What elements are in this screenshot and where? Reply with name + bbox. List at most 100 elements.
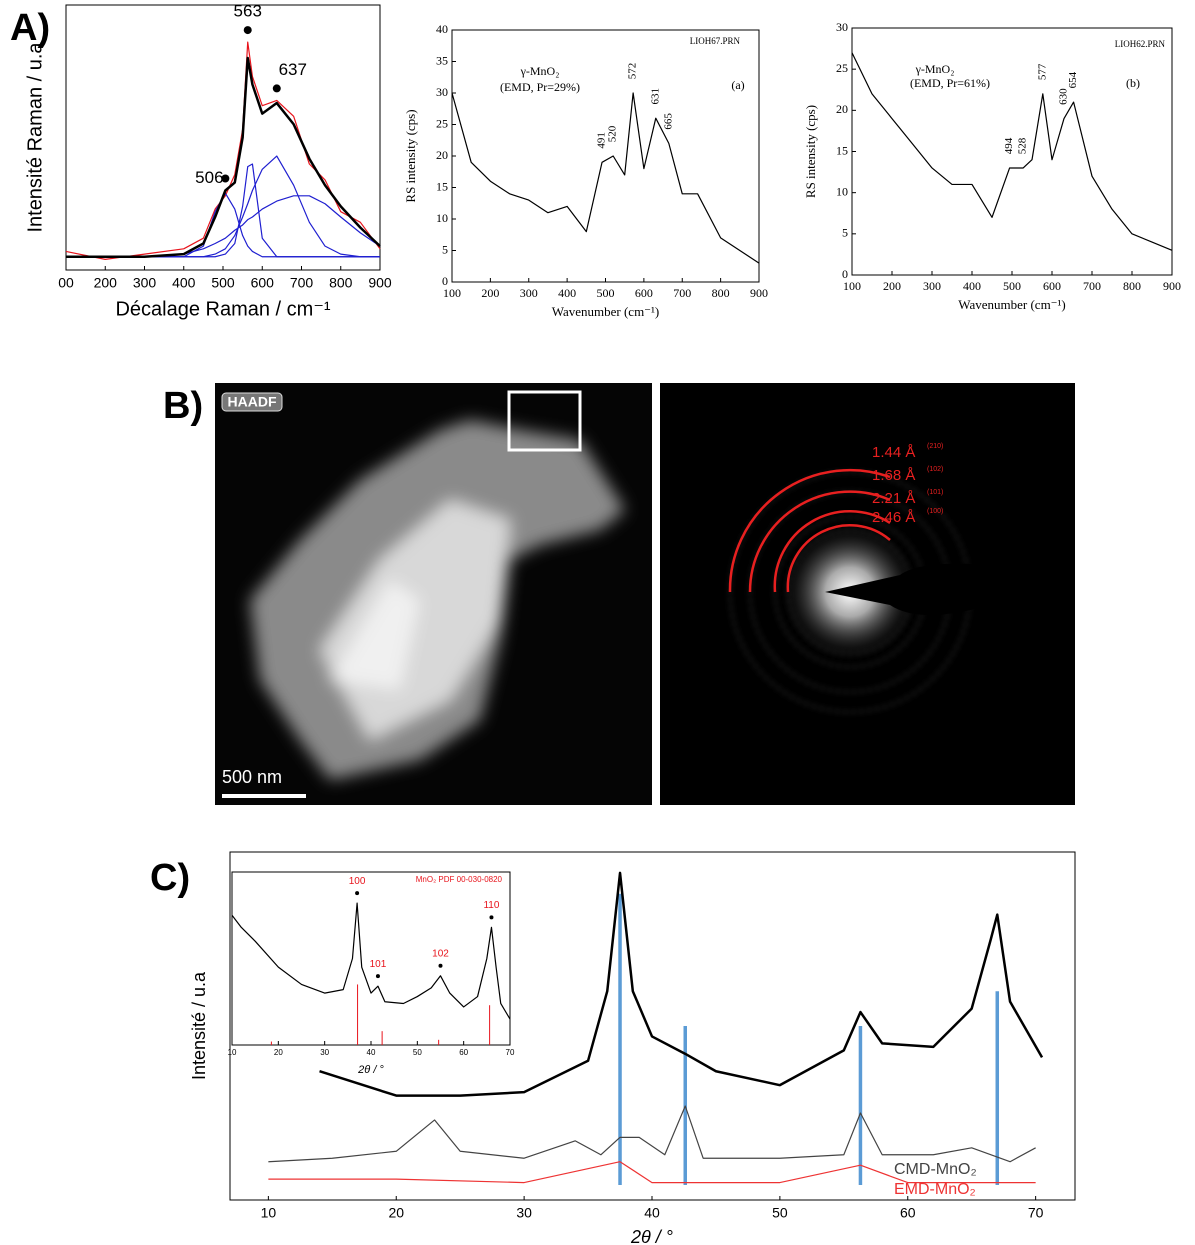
y-tick-label: 15 xyxy=(836,143,848,157)
x-tick-label: 300 xyxy=(133,275,157,291)
series-line xyxy=(66,195,381,258)
series-line xyxy=(268,1105,1036,1163)
peak-label: 506 xyxy=(195,168,223,187)
peak-label: 494 xyxy=(1003,137,1015,154)
series-line xyxy=(268,1161,1036,1184)
y-axis-label: RS intensity (cps) xyxy=(803,105,818,198)
note: (EMD, Pr=29%) xyxy=(500,80,580,94)
y-axis-label: Intensité Raman / u.a xyxy=(24,42,46,233)
x-tick-label: 300 xyxy=(520,286,538,300)
y-tick-label: 30 xyxy=(436,85,448,99)
x-tick-label: 200 xyxy=(94,275,118,291)
x-tick-label: 400 xyxy=(172,275,196,291)
note: γ-MnO₂ xyxy=(520,64,560,78)
x-axis-label: 2θ / ° xyxy=(630,1227,673,1245)
chart: 100 200 300 400 500 600 700 800 900 0 5 10 15 20 25 30 3… xyxy=(403,22,768,319)
x-axis-label: 2θ / ° xyxy=(357,1064,384,1076)
peak-label: 630 xyxy=(1058,88,1070,105)
panel-label: A) xyxy=(10,7,50,49)
hkl-label: (100) xyxy=(927,508,943,515)
y-tick-label: 0 xyxy=(842,267,848,281)
x-tick-label: 70 xyxy=(1028,1205,1044,1221)
y-axis-label: Intensité / u.a xyxy=(189,971,209,1080)
x-tick-label: 00 xyxy=(58,275,74,291)
x-tick-label: 10 xyxy=(261,1205,277,1221)
x-tick-label: 700 xyxy=(1083,279,1101,293)
chart: 10 20 30 40 50 60 70 2θ / ° MnO₂ PDF 00-030-0820… xyxy=(228,875,515,1076)
peak-label: 665 xyxy=(662,113,674,130)
peak-label: 563 xyxy=(234,2,262,21)
x-tick-label: 500 xyxy=(597,286,615,300)
hkl-label: (102) xyxy=(927,466,943,473)
y-tick-label: 25 xyxy=(836,61,848,75)
x-axis-label: Wavenumber (cm⁻¹) xyxy=(552,304,660,319)
x-axis-label: Wavenumber (cm⁻¹) xyxy=(958,297,1066,312)
legend-label: EMD-MnO₂ xyxy=(894,1181,976,1198)
x-tick-label: 900 xyxy=(750,286,768,300)
x-tick-label: 60 xyxy=(900,1205,916,1221)
note: (EMD, Pr=61%) xyxy=(910,76,990,90)
x-tick-label: 600 xyxy=(251,275,275,291)
series-line xyxy=(851,52,1173,251)
series-line xyxy=(66,56,381,258)
d-spacing-label: 2.21 Å xyxy=(872,490,915,507)
note: LIOH67.PRN xyxy=(690,36,741,46)
x-tick-label: 900 xyxy=(368,275,392,291)
y-axis-label: RS intensity (cps) xyxy=(403,109,418,202)
x-tick-label: 40 xyxy=(367,1048,376,1057)
peak-dot xyxy=(438,963,443,968)
chart-title: MnO₂ PDF 00-030-0820 xyxy=(416,875,503,884)
x-tick-label: 50 xyxy=(413,1048,422,1057)
x-tick-label: 700 xyxy=(290,275,314,291)
x-tick-label: 70 xyxy=(506,1048,515,1057)
x-tick-label: 800 xyxy=(712,286,730,300)
peak-dot xyxy=(272,84,281,93)
y-tick-label: 35 xyxy=(436,53,448,67)
note: γ-MnO₂ xyxy=(915,62,955,76)
series-line xyxy=(65,41,381,260)
x-tick-label: 800 xyxy=(329,275,353,291)
haadf-label: HAADF xyxy=(228,394,277,410)
peak-dot xyxy=(375,974,380,979)
y-tick-label: 5 xyxy=(842,226,848,240)
x-tick-label: 100 xyxy=(843,279,861,293)
peak-dot xyxy=(355,891,360,896)
x-tick-label: 30 xyxy=(516,1205,532,1221)
x-tick-label: 900 xyxy=(1163,279,1181,293)
plot-frame xyxy=(65,4,381,271)
peak-label: 637 xyxy=(279,60,307,79)
inset-frame xyxy=(231,871,511,1046)
legend-label: CMD-MnO₂ xyxy=(894,1161,977,1178)
peak-label: 491 xyxy=(596,132,608,149)
series-line xyxy=(66,155,380,258)
x-tick-label: 400 xyxy=(963,279,981,293)
hkl-label: (210) xyxy=(927,443,943,450)
y-tick-label: 0 xyxy=(442,274,448,288)
x-axis-label: Décalage Raman / cm⁻¹ xyxy=(115,298,330,320)
hkl-label: (101) xyxy=(927,489,943,496)
x-tick-label: 600 xyxy=(635,286,653,300)
peak-label: 654 xyxy=(1067,71,1079,88)
panel-label: B) xyxy=(163,385,203,427)
peak-label: 100 xyxy=(349,876,366,887)
scale-label: 500 nm xyxy=(222,767,282,787)
peak-label: 631 xyxy=(649,88,661,105)
d-spacing-label: 1.68 Å xyxy=(872,467,915,484)
x-tick-label: 400 xyxy=(558,286,576,300)
x-tick-label: 800 xyxy=(1123,279,1141,293)
y-tick-label: 20 xyxy=(836,102,848,116)
diffraction-image xyxy=(660,383,1075,805)
peak-dot xyxy=(489,915,494,920)
note: (b) xyxy=(1126,76,1140,90)
x-tick-label: 700 xyxy=(673,286,691,300)
x-tick-label: 300 xyxy=(923,279,941,293)
x-tick-label: 30 xyxy=(320,1048,329,1057)
y-tick-label: 15 xyxy=(436,179,448,193)
x-tick-label: 100 xyxy=(443,286,461,300)
x-tick-label: 200 xyxy=(883,279,901,293)
x-tick-label: 50 xyxy=(772,1205,788,1221)
haadf-image: HAADF 500 nm xyxy=(215,383,652,805)
plot-frame xyxy=(451,29,760,283)
